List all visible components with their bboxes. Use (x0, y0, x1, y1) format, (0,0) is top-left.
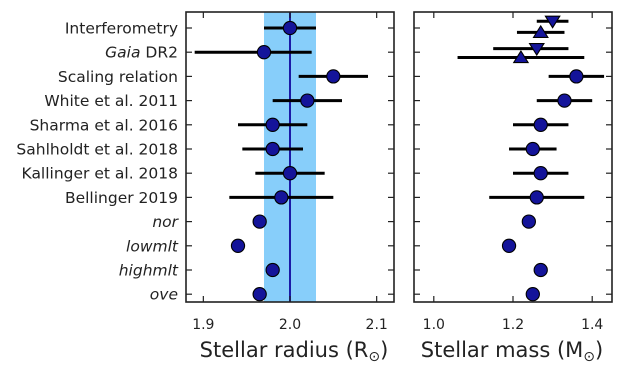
mass-point (544, 15, 561, 29)
radius-frame (185, 11, 395, 303)
radius-point (265, 262, 280, 278)
radius-axis-title: Stellar radius (R⊙) (200, 338, 389, 365)
row-label: White et al. 2011 (44, 92, 178, 110)
mass-point (525, 287, 540, 302)
radius-panel: 1.9 2.0 2.1 (185, 11, 395, 333)
mass-point (529, 190, 544, 205)
row-label: Gaia DR2 (105, 44, 178, 62)
mass-point (557, 93, 572, 108)
radius-point (282, 166, 298, 181)
radius-point (274, 190, 289, 205)
mass-point (525, 141, 540, 157)
mass-panel: 1.0 1.2 1.4 (413, 11, 613, 333)
radius-xtick-label: 2.1 (366, 317, 388, 333)
row-label: Interferometry (65, 20, 178, 38)
row-label: Kallinger et al. 2018 (22, 165, 178, 183)
mass-point (528, 42, 545, 57)
mass-point (532, 24, 549, 38)
radius-point (252, 287, 267, 302)
row-labels: Interferometry Gaia DR2 Scaling relation Wh… (16, 20, 179, 304)
radius-point (252, 214, 267, 229)
row-label: highmlt (119, 262, 179, 280)
mass-point (533, 262, 548, 278)
row-label: Sharma et al. 2016 (30, 116, 178, 134)
row-label: ove (150, 286, 178, 304)
row-label: Sahlholdt et al. 2018 (16, 141, 178, 159)
row-label: nor (152, 213, 179, 231)
row-label: Bellinger 2019 (65, 189, 178, 207)
row-label: lowmlt (126, 237, 179, 255)
mass-point (533, 117, 548, 132)
radius-point (300, 93, 315, 108)
mass-point (501, 238, 517, 253)
row-label: Scaling relation (58, 68, 178, 86)
mass-frame (413, 11, 613, 303)
mass-point (569, 69, 584, 84)
radius-point (326, 69, 341, 84)
radius-point (265, 117, 280, 132)
mass-xtick-label: 1.2 (502, 317, 524, 333)
radius-point (230, 238, 246, 253)
mass-point (533, 166, 548, 181)
radius-xtick-label: 1.9 (192, 317, 214, 333)
radius-point (265, 141, 280, 157)
mass-xtick-label: 1.4 (581, 317, 603, 333)
mass-xtick-label: 1.0 (423, 317, 445, 333)
radius-xtick-label: 2.0 (279, 317, 301, 333)
mass-point (512, 50, 530, 64)
mass-axis-title: Stellar mass (M⊙) (421, 338, 603, 365)
mass-point (521, 214, 536, 229)
radius-point (256, 45, 272, 60)
radius-point (282, 20, 298, 36)
